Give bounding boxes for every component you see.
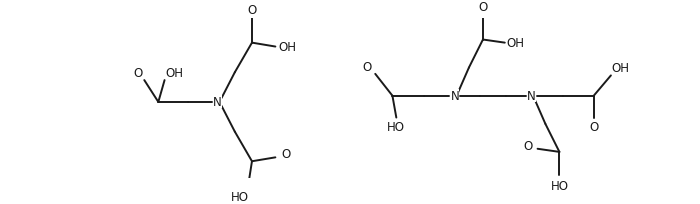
Text: N: N (527, 90, 536, 103)
Text: O: O (589, 121, 598, 134)
Text: OH: OH (507, 37, 525, 50)
Text: O: O (524, 140, 533, 152)
Text: HO: HO (550, 179, 568, 192)
Text: N: N (214, 96, 222, 109)
Text: HO: HO (387, 121, 405, 134)
Text: O: O (134, 67, 143, 79)
Text: O: O (247, 3, 257, 17)
Text: O: O (478, 1, 488, 14)
Text: HO: HO (230, 190, 248, 203)
Text: OH: OH (279, 41, 297, 54)
Text: OH: OH (611, 62, 629, 75)
Text: O: O (363, 60, 372, 73)
Text: N: N (451, 90, 459, 103)
Text: OH: OH (165, 67, 183, 79)
Text: O: O (281, 147, 291, 160)
